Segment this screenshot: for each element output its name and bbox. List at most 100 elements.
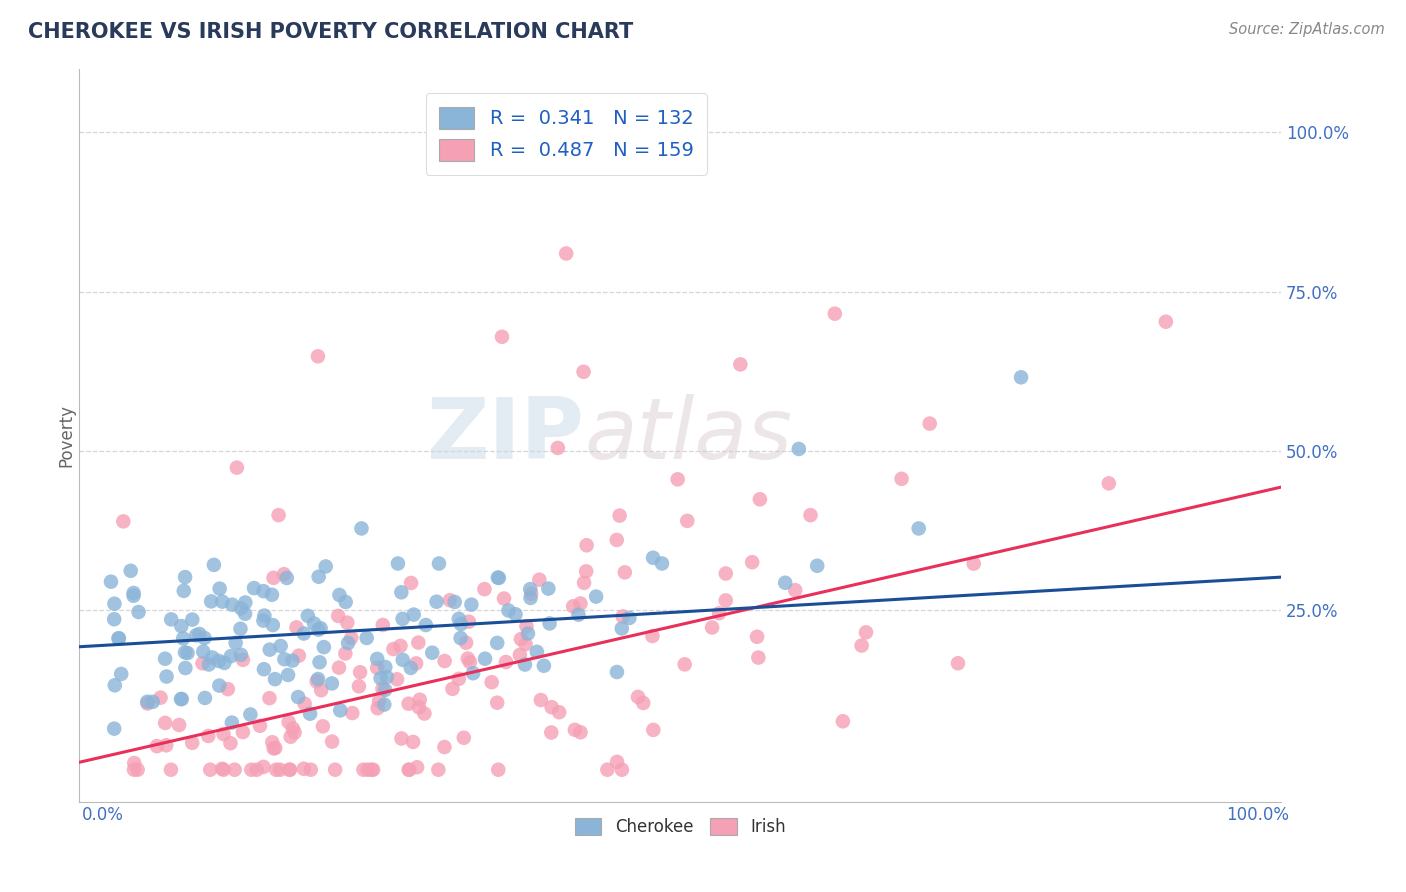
Point	[297, 608, 319, 623]
Point	[224, 763, 246, 777]
Point	[173, 583, 195, 598]
Point	[585, 590, 607, 604]
Point	[610, 622, 633, 636]
Point	[262, 735, 284, 749]
Point	[219, 736, 242, 750]
Point	[214, 656, 236, 670]
Point	[253, 608, 276, 623]
Point	[538, 616, 561, 631]
Point	[402, 607, 425, 622]
Text: atlas: atlas	[583, 393, 792, 476]
Point	[420, 646, 443, 660]
Point	[517, 626, 540, 640]
Point	[287, 690, 309, 704]
Point	[349, 665, 371, 680]
Point	[172, 632, 194, 646]
Point	[373, 698, 395, 712]
Point	[229, 622, 252, 636]
Point	[229, 601, 252, 615]
Y-axis label: Poverty: Poverty	[58, 403, 75, 467]
Point	[211, 762, 233, 776]
Point	[415, 618, 437, 632]
Point	[328, 660, 350, 674]
Point	[1010, 370, 1032, 384]
Point	[515, 637, 537, 651]
Point	[323, 763, 346, 777]
Point	[321, 734, 343, 748]
Point	[264, 672, 287, 686]
Point	[294, 697, 316, 711]
Point	[170, 692, 193, 706]
Point	[136, 697, 159, 711]
Point	[280, 730, 302, 744]
Point	[356, 631, 378, 645]
Point	[389, 639, 412, 653]
Point	[233, 595, 256, 609]
Point	[112, 515, 135, 529]
Point	[160, 612, 183, 626]
Point	[547, 441, 569, 455]
Point	[572, 575, 595, 590]
Point	[389, 585, 412, 599]
Point	[519, 582, 541, 596]
Point	[745, 630, 768, 644]
Point	[457, 651, 479, 665]
Point	[260, 588, 283, 602]
Point	[103, 597, 125, 611]
Point	[277, 715, 299, 730]
Point	[208, 582, 231, 596]
Point	[107, 632, 129, 646]
Point	[946, 657, 969, 671]
Point	[252, 760, 274, 774]
Point	[486, 696, 509, 710]
Point	[259, 691, 281, 706]
Point	[335, 595, 357, 609]
Point	[253, 662, 276, 676]
Point	[406, 760, 429, 774]
Point	[174, 645, 197, 659]
Point	[277, 668, 299, 682]
Point	[270, 639, 292, 653]
Point	[741, 555, 763, 569]
Point	[474, 582, 496, 596]
Point	[352, 763, 374, 777]
Point	[619, 611, 641, 625]
Point	[408, 700, 430, 714]
Point	[409, 692, 432, 706]
Point	[748, 492, 770, 507]
Point	[153, 715, 176, 730]
Point	[533, 658, 555, 673]
Point	[575, 538, 598, 552]
Point	[700, 620, 723, 634]
Point	[288, 648, 311, 663]
Point	[366, 661, 388, 675]
Point	[225, 636, 247, 650]
Point	[328, 588, 350, 602]
Point	[335, 647, 357, 661]
Point	[374, 660, 396, 674]
Point	[567, 607, 589, 622]
Point	[120, 564, 142, 578]
Point	[299, 763, 322, 777]
Point	[229, 648, 252, 662]
Point	[425, 595, 447, 609]
Point	[747, 650, 769, 665]
Point	[488, 571, 510, 585]
Point	[193, 645, 215, 659]
Point	[198, 657, 221, 672]
Point	[890, 472, 912, 486]
Point	[307, 672, 329, 686]
Point	[609, 508, 631, 523]
Point	[540, 725, 562, 739]
Point	[103, 612, 125, 626]
Point	[153, 651, 176, 665]
Point	[450, 631, 472, 645]
Point	[309, 621, 332, 635]
Point	[612, 609, 634, 624]
Point	[149, 690, 172, 705]
Point	[167, 718, 190, 732]
Point	[170, 619, 193, 633]
Point	[100, 574, 122, 589]
Point	[831, 714, 853, 729]
Point	[170, 692, 193, 706]
